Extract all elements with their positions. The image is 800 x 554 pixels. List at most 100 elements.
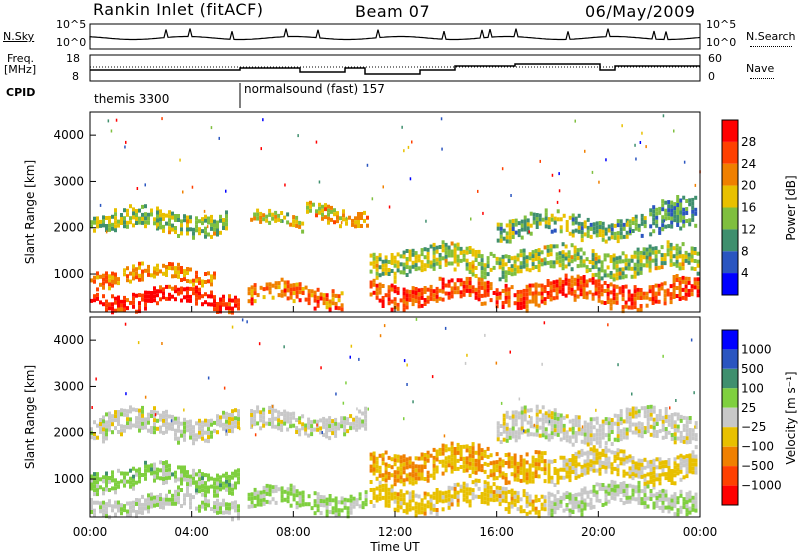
data-cell: [511, 219, 515, 223]
data-cell: [582, 259, 586, 264]
data-cell: [417, 494, 421, 499]
data-cell: [337, 426, 341, 431]
data-cell: [511, 430, 515, 435]
data-cell: [405, 457, 409, 462]
data-cell: [429, 288, 433, 293]
data-cell: [643, 489, 647, 494]
data-cell: [364, 494, 368, 499]
data-cell: [411, 302, 415, 307]
data-cell: [627, 293, 631, 298]
data-cell: [565, 434, 569, 439]
data-cell: [609, 275, 613, 279]
data-cell: [420, 506, 424, 511]
data-cell: [165, 265, 168, 269]
data-cell: [684, 280, 688, 285]
data-cell: [156, 206, 159, 211]
data-cell: [174, 297, 177, 302]
data-cell: [364, 498, 368, 503]
data-cell: [274, 424, 278, 429]
data-cell: [499, 424, 503, 428]
data-cell: [162, 263, 165, 268]
data-cell: [679, 414, 683, 419]
data-cell: [120, 511, 123, 516]
data-cell: [535, 408, 539, 413]
data-cell: [141, 413, 144, 418]
data-cell: [583, 428, 587, 433]
data-cell: [535, 432, 539, 437]
data-cell: [663, 261, 667, 266]
data-cell: [535, 404, 539, 409]
data-speck: [484, 333, 486, 337]
data-cell: [549, 297, 553, 302]
data-cell: [573, 297, 577, 302]
data-cell: [138, 502, 141, 507]
data-cell: [259, 410, 263, 415]
data-cell: [162, 224, 165, 229]
data-cell: [633, 250, 637, 255]
data-cell: [435, 496, 439, 500]
data-cell: [153, 503, 156, 508]
data-cell: [372, 282, 376, 287]
data-cell: [204, 234, 207, 239]
data-cell: [547, 413, 551, 418]
data-cell: [423, 453, 427, 457]
data-cell: [372, 264, 376, 269]
data-cell: [604, 489, 608, 494]
data-cell: [420, 264, 424, 269]
data-cell: [289, 295, 293, 300]
data-cell: [444, 460, 448, 465]
data-cell: [580, 492, 584, 497]
data-cell: [465, 246, 469, 251]
data-cell: [162, 414, 165, 419]
data-cell: [126, 224, 129, 229]
data-cell: [138, 408, 141, 413]
data-cell: [414, 464, 418, 469]
data-cell: [213, 420, 216, 425]
data-cell: [606, 288, 610, 292]
data-cell: [129, 300, 132, 305]
data-cell: [639, 266, 643, 271]
data-cell: [627, 266, 631, 271]
data-cell: [489, 497, 493, 502]
data-cell: [364, 418, 368, 423]
data-cell: [673, 210, 677, 215]
data-cell: [132, 272, 135, 277]
data-cell: [573, 253, 577, 258]
data-cell: [583, 471, 587, 476]
data-cell: [307, 293, 311, 298]
data-cell: [589, 226, 593, 231]
data-cell: [177, 436, 180, 441]
data-cell: [250, 301, 254, 306]
data-cell: [292, 415, 296, 420]
data-cell: [228, 482, 231, 487]
data-cell: [691, 213, 695, 218]
data-speck: [627, 220, 629, 224]
data-cell: [216, 306, 219, 310]
data-cell: [396, 268, 400, 273]
data-cell: [426, 478, 430, 483]
data-speck: [316, 423, 318, 427]
data-cell: [609, 298, 613, 303]
data-cell: [423, 298, 427, 302]
data-cell: [231, 425, 234, 430]
data-cell: [429, 510, 433, 515]
data-cell: [685, 416, 689, 421]
data-cell: [568, 231, 572, 236]
data-cell: [325, 305, 329, 310]
data-cell: [583, 459, 587, 464]
data-cell: [432, 246, 436, 251]
data-cell: [322, 297, 326, 302]
data-cell: [477, 293, 481, 298]
data-cell: [496, 238, 500, 243]
data-cell: [604, 445, 608, 450]
data-cell: [432, 297, 436, 302]
data-speck: [161, 117, 163, 121]
data-cell: [631, 414, 635, 419]
data-cell: [369, 468, 373, 473]
data-cell: [652, 482, 656, 487]
data-cell: [126, 501, 129, 506]
data-cell: [631, 468, 635, 473]
data-cell: [625, 483, 629, 488]
data-cell: [213, 295, 216, 300]
data-cell: [325, 434, 329, 439]
